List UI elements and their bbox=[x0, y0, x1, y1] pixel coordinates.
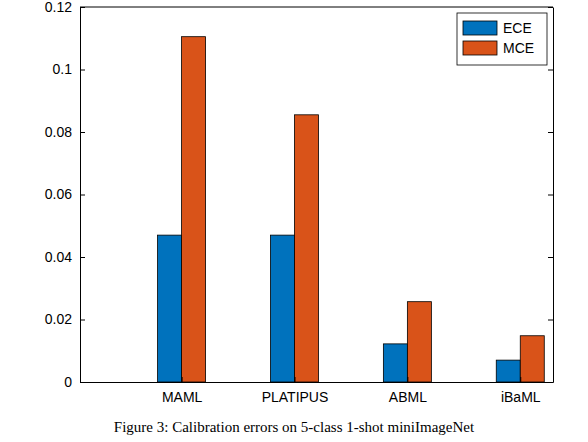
x-tick-mark bbox=[520, 377, 521, 382]
x-tick: PLATIPUS bbox=[262, 377, 329, 405]
x-tick: iBaML bbox=[501, 377, 541, 405]
chart: 0 0.02 0.04 0.06 0.08 0.1 0.12 MAML PLATIPUS ABML… bbox=[0, 0, 588, 442]
y-tick-label: 0.02 bbox=[45, 311, 72, 327]
y-tick-label: 0.06 bbox=[45, 186, 72, 202]
y-tick-mark bbox=[80, 195, 85, 196]
x-tick-mark bbox=[182, 377, 183, 382]
x-axis-line bbox=[81, 382, 554, 383]
y-tick-label: 0.1 bbox=[53, 61, 73, 77]
frame-top bbox=[80, 7, 553, 8]
plot-area: 0 0.02 0.04 0.06 0.08 0.1 0.12 MAML PLATIPUS ABML… bbox=[45, 0, 554, 405]
bars bbox=[158, 37, 545, 382]
y-axis: 0 0.02 0.04 0.06 0.08 0.1 0.12 bbox=[45, 0, 85, 390]
bar bbox=[158, 235, 182, 382]
x-tick-mark bbox=[294, 377, 295, 382]
x-tick-label: iBaML bbox=[501, 389, 541, 405]
x-tick-mark bbox=[407, 377, 408, 382]
y-tick-mark bbox=[80, 70, 85, 71]
bar bbox=[407, 302, 431, 382]
x-tick-label: MAML bbox=[162, 389, 203, 405]
y-tick-mark-right bbox=[548, 132, 553, 133]
y-tick-right bbox=[548, 132, 553, 133]
legend-box bbox=[457, 13, 547, 65]
y-tick-mark bbox=[80, 320, 85, 321]
y-tick-label: 0 bbox=[64, 374, 72, 390]
caption: Figure 3: Calibration errors on 5-class … bbox=[114, 419, 475, 435]
y-tick-right bbox=[548, 257, 553, 258]
legend-label: MCE bbox=[503, 40, 534, 56]
legend: ECE MCE bbox=[457, 13, 547, 65]
y-axis-right bbox=[548, 8, 554, 383]
legend-swatch bbox=[463, 21, 497, 35]
bar bbox=[383, 344, 407, 382]
y-tick-right bbox=[548, 70, 553, 71]
bar bbox=[270, 235, 294, 382]
x-tick: MAML bbox=[162, 377, 203, 405]
y-tick-mark bbox=[80, 132, 85, 133]
x-tick: ABML bbox=[389, 377, 427, 405]
x-tick-label: ABML bbox=[389, 389, 427, 405]
frame-right bbox=[553, 8, 554, 383]
y-tick-mark bbox=[80, 257, 85, 258]
y-tick-label: 0.12 bbox=[45, 0, 72, 15]
legend-label: ECE bbox=[503, 20, 532, 36]
y-tick: 0 bbox=[64, 374, 85, 390]
bar bbox=[496, 360, 520, 382]
bar bbox=[294, 115, 318, 382]
y-tick-label: 0.04 bbox=[45, 249, 72, 265]
bar bbox=[520, 336, 544, 382]
y-tick-mark-right bbox=[548, 70, 553, 71]
legend-swatch bbox=[463, 41, 497, 55]
y-tick: 0.04 bbox=[45, 249, 85, 265]
y-tick: 0.08 bbox=[45, 124, 85, 140]
y-tick-mark-right bbox=[548, 195, 553, 196]
y-tick-mark-right bbox=[548, 320, 553, 321]
y-tick-label: 0.08 bbox=[45, 124, 72, 140]
y-tick: 0.02 bbox=[45, 311, 85, 327]
y-tick: 0.06 bbox=[45, 186, 85, 202]
y-tick-right bbox=[548, 195, 553, 196]
y-tick-right bbox=[548, 320, 553, 321]
x-tick-label: PLATIPUS bbox=[262, 389, 329, 405]
bar bbox=[182, 37, 206, 382]
y-tick: 0.12 bbox=[45, 0, 85, 15]
y-tick: 0.1 bbox=[53, 61, 85, 77]
y-tick-mark-right bbox=[548, 257, 553, 258]
x-axis: MAML PLATIPUS ABML iBaML bbox=[81, 377, 554, 405]
